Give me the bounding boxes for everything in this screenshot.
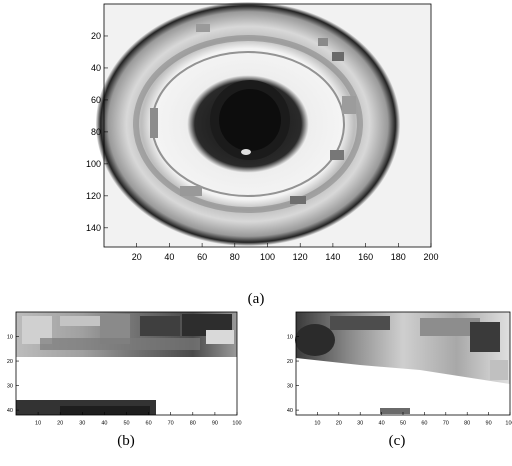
- panel-b-image: [16, 312, 237, 415]
- x-tick-label: 60: [421, 421, 427, 427]
- y-tick-label: 30: [287, 383, 293, 389]
- x-tick-label: 80: [230, 252, 240, 262]
- x-tick-label: 100: [232, 421, 241, 427]
- x-tick-label: 50: [400, 421, 406, 427]
- panel-c-image: [295, 312, 510, 414]
- y-tick-label: 140: [86, 223, 101, 233]
- x-tick-label: 60: [146, 421, 152, 427]
- y-tick-label: 40: [91, 63, 101, 73]
- x-tick-label: 80: [464, 421, 470, 427]
- x-tick-label: 90: [212, 421, 218, 427]
- x-tick-label: 40: [101, 421, 107, 427]
- x-tick-label: 70: [443, 421, 449, 427]
- x-tick-label: 200: [423, 252, 438, 262]
- x-tick-label: 100: [260, 252, 275, 262]
- panel-a: 20 40 60 80 100 120 140 160 180 200 20 40 60 80 100 120…: [86, 2, 439, 262]
- panel-c: 10 20 30 40 50 60 70 80 90 100 10 20 30 40: [287, 311, 512, 427]
- x-tick-label: 20: [57, 421, 63, 427]
- x-tick-label: 20: [132, 252, 142, 262]
- x-tick-label: 180: [391, 252, 406, 262]
- x-tick-label: 30: [357, 421, 363, 427]
- panel-a-caption: (a): [248, 291, 265, 307]
- x-tick-label: 80: [190, 421, 196, 427]
- x-tick-label: 120: [293, 252, 308, 262]
- y-tick-label: 20: [91, 31, 101, 41]
- x-tick-label: 160: [358, 252, 373, 262]
- x-tick-label: 140: [325, 252, 340, 262]
- x-tick-label: 50: [123, 421, 129, 427]
- y-tick-label: 40: [287, 408, 293, 414]
- panel-c-ticks: 10 20 30 40 50 60 70 80 90 100 10 20 30 40: [287, 334, 512, 426]
- y-tick-label: 40: [7, 408, 13, 414]
- x-tick-label: 40: [379, 421, 385, 427]
- y-tick-label: 30: [7, 383, 13, 389]
- x-tick-label: 60: [197, 252, 207, 262]
- y-tick-label: 100: [86, 159, 101, 169]
- x-tick-label: 10: [35, 421, 41, 427]
- y-tick-label: 20: [287, 359, 293, 365]
- panel-b-ticks: 10 20 30 40 50 60 70 80 90 100 10 20 30 40: [7, 334, 242, 426]
- x-tick-label: 30: [79, 421, 85, 427]
- y-tick-label: 80: [91, 127, 101, 137]
- panel-b: 10 20 30 40 50 60 70 80 90 100 10 20 30 40: [7, 311, 242, 427]
- x-tick-label: 100: [505, 421, 512, 427]
- x-tick-label: 40: [164, 252, 174, 262]
- panel-a-ticks: 20 40 60 80 100 120 140 160 180 200 20 40 60 80 100 120…: [86, 31, 439, 262]
- y-tick-label: 60: [91, 95, 101, 105]
- x-tick-label: 90: [486, 421, 492, 427]
- x-tick-label: 20: [336, 421, 342, 427]
- y-tick-label: 10: [287, 334, 293, 340]
- y-tick-label: 10: [7, 334, 13, 340]
- x-tick-label: 10: [314, 421, 320, 427]
- y-tick-label: 120: [86, 191, 101, 201]
- y-tick-label: 20: [7, 359, 13, 365]
- x-tick-label: 70: [168, 421, 174, 427]
- panel-a-image: [96, 2, 400, 246]
- panel-c-caption: (c): [389, 433, 406, 449]
- panel-b-caption: (b): [117, 433, 135, 449]
